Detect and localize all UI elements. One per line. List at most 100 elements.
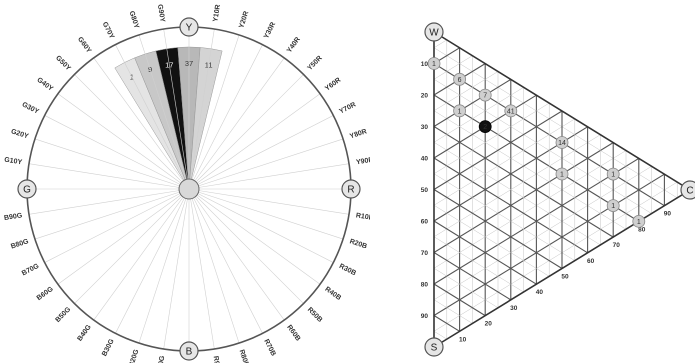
hue-label: Y10R bbox=[212, 4, 222, 22]
hue-spoke bbox=[138, 34, 190, 190]
svg-text:1: 1 bbox=[432, 61, 436, 68]
hue-spoke bbox=[138, 188, 190, 344]
hue-spoke bbox=[44, 188, 190, 263]
cardinal-hue-g: G bbox=[17, 179, 37, 199]
svg-text:1: 1 bbox=[611, 172, 615, 179]
sample-dot: 1 bbox=[606, 167, 620, 181]
hue-label: Y90R bbox=[356, 157, 370, 167]
hue-spoke bbox=[115, 44, 190, 190]
hue-spoke bbox=[93, 188, 190, 321]
hue-spoke bbox=[34, 138, 190, 190]
hue-spoke bbox=[188, 28, 215, 190]
hue-spoke bbox=[163, 28, 190, 190]
cardinal-hue-b: B bbox=[179, 341, 199, 361]
hue-spoke bbox=[28, 188, 190, 215]
cardinal-hue-y: Y bbox=[179, 17, 199, 37]
svg-text:7: 7 bbox=[483, 93, 487, 100]
svg-text:6: 6 bbox=[458, 77, 462, 84]
hue-spoke bbox=[188, 188, 350, 215]
hue-spoke bbox=[34, 188, 190, 240]
corner-s: S bbox=[424, 337, 444, 357]
svg-text:1: 1 bbox=[611, 203, 615, 210]
hue-label: R90B bbox=[212, 355, 222, 363]
blackness-tick: 20 bbox=[421, 93, 429, 100]
triangle-grid bbox=[433, 39, 678, 340]
svg-text:1: 1 bbox=[637, 219, 641, 226]
sample-dot: 7 bbox=[478, 88, 492, 102]
svg-text:S: S bbox=[431, 343, 438, 354]
chromaticness-tick: 30 bbox=[510, 305, 518, 312]
corner-c: C bbox=[680, 180, 695, 200]
chromaticness-tick: 20 bbox=[485, 321, 493, 328]
corner-w: W bbox=[424, 22, 444, 42]
hue-spoke bbox=[188, 115, 334, 190]
hue-spoke bbox=[28, 163, 190, 190]
hue-spoke bbox=[188, 138, 344, 190]
hue-spoke bbox=[57, 93, 190, 190]
triangle-outline bbox=[433, 30, 692, 349]
blackness-tick: 80 bbox=[421, 282, 429, 289]
svg-text:G: G bbox=[23, 185, 31, 196]
chromaticness-tick: 90 bbox=[664, 211, 672, 218]
hue-spoke bbox=[188, 188, 215, 350]
sample-dot: 6 bbox=[453, 72, 467, 86]
blackness-tick: 40 bbox=[421, 156, 429, 163]
hue-spoke bbox=[115, 188, 190, 334]
svg-text:W: W bbox=[429, 28, 439, 39]
sample-dot: 2 bbox=[478, 120, 492, 133]
hue-spoke bbox=[188, 57, 285, 190]
sample-dot: 1 bbox=[427, 57, 441, 70]
hue-label: B10G bbox=[157, 355, 167, 363]
hue-spoke bbox=[44, 115, 190, 190]
hue-label: G10Y bbox=[4, 157, 23, 167]
hue-circle: 19173711YY10RY20RY30RY40RY50RY60RY70RY80… bbox=[4, 4, 370, 363]
hue-spoke bbox=[74, 74, 190, 190]
chromaticness-tick: 10 bbox=[459, 336, 467, 343]
sample-dot: 1 bbox=[632, 214, 646, 228]
hue-spoke bbox=[93, 57, 190, 190]
hue-spoke bbox=[188, 74, 304, 190]
svg-text:C: C bbox=[686, 186, 693, 197]
svg-text:2: 2 bbox=[483, 124, 487, 131]
hue-spoke bbox=[188, 188, 285, 321]
blackness-tick: 70 bbox=[421, 250, 429, 257]
blackness-tick: 50 bbox=[421, 187, 429, 194]
hue-spoke bbox=[188, 34, 240, 190]
hue-label: B90G bbox=[4, 212, 24, 222]
sample-dot: 1 bbox=[453, 104, 467, 118]
hue-spoke bbox=[57, 188, 190, 285]
hue-spoke bbox=[74, 188, 190, 304]
hue-spoke bbox=[188, 44, 263, 190]
hue-spoke bbox=[163, 188, 190, 350]
svg-text:Y: Y bbox=[186, 23, 193, 34]
blackness-tick: 30 bbox=[421, 124, 429, 131]
hue-spoke bbox=[188, 188, 304, 304]
blackness-tick: 60 bbox=[421, 219, 429, 226]
hue-spoke bbox=[188, 188, 344, 240]
chromaticness-tick: 70 bbox=[613, 242, 621, 249]
hue-spoke bbox=[188, 93, 321, 190]
sample-dot: 1 bbox=[606, 199, 620, 213]
hue-spoke bbox=[188, 188, 321, 285]
hue-spoke bbox=[188, 163, 350, 190]
cardinal-hue-r: R bbox=[341, 179, 361, 199]
hue-label: G90Y bbox=[156, 4, 166, 23]
svg-text:1: 1 bbox=[560, 172, 564, 179]
chromaticness-tick: 40 bbox=[536, 289, 544, 296]
hue-spoke bbox=[188, 188, 263, 334]
sample-dot: 1 bbox=[555, 167, 569, 181]
hue-spoke bbox=[188, 188, 334, 263]
chromaticness-tick: 60 bbox=[587, 258, 595, 265]
svg-text:1: 1 bbox=[458, 108, 462, 115]
blackness-tick: 90 bbox=[421, 313, 429, 320]
svg-text:41: 41 bbox=[507, 108, 515, 115]
sample-dot: 41 bbox=[504, 104, 518, 118]
chromaticness-tick: 50 bbox=[561, 274, 569, 281]
chromaticness-tick: 80 bbox=[638, 226, 646, 233]
svg-text:R: R bbox=[347, 185, 354, 196]
neutral-axis-center bbox=[178, 178, 200, 200]
sample-dot: 14 bbox=[555, 136, 569, 149]
hue-spoke bbox=[188, 188, 240, 344]
